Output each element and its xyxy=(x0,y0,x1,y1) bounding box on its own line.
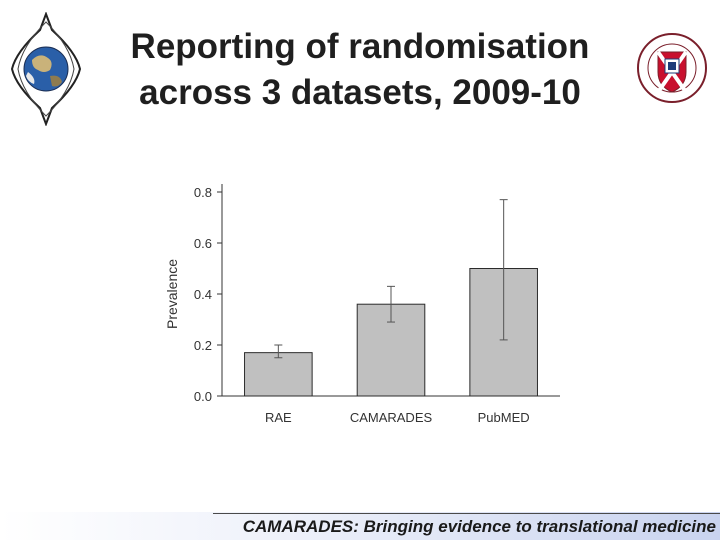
slide-title-line-2: across 3 datasets, 2009-10 xyxy=(139,73,581,112)
university-crest-icon xyxy=(637,33,707,103)
y-axis-label: Prevalence xyxy=(164,259,180,329)
globe-emblem-icon xyxy=(10,12,82,126)
footer-tagline: CAMARADES: Bringing evidence to translat… xyxy=(242,517,716,536)
y-tick-label: 0.8 xyxy=(194,185,212,200)
bar-rae xyxy=(244,352,313,397)
x-tick-label: RAE xyxy=(265,410,292,425)
y-tick-label: 0.6 xyxy=(194,236,212,251)
footer-divider xyxy=(213,513,720,514)
y-tick-label: 0.4 xyxy=(194,287,212,302)
slide-title: Reporting of randomisation across 3 data… xyxy=(95,24,625,116)
footer-bar xyxy=(0,512,720,540)
y-tick-label: 0.2 xyxy=(194,338,212,353)
slide-title-line-1: Reporting of randomisation xyxy=(130,27,590,66)
x-tick-label: PubMED xyxy=(478,410,530,425)
y-tick-label: 0.0 xyxy=(194,389,212,404)
x-tick-label: CAMARADES xyxy=(350,410,433,425)
